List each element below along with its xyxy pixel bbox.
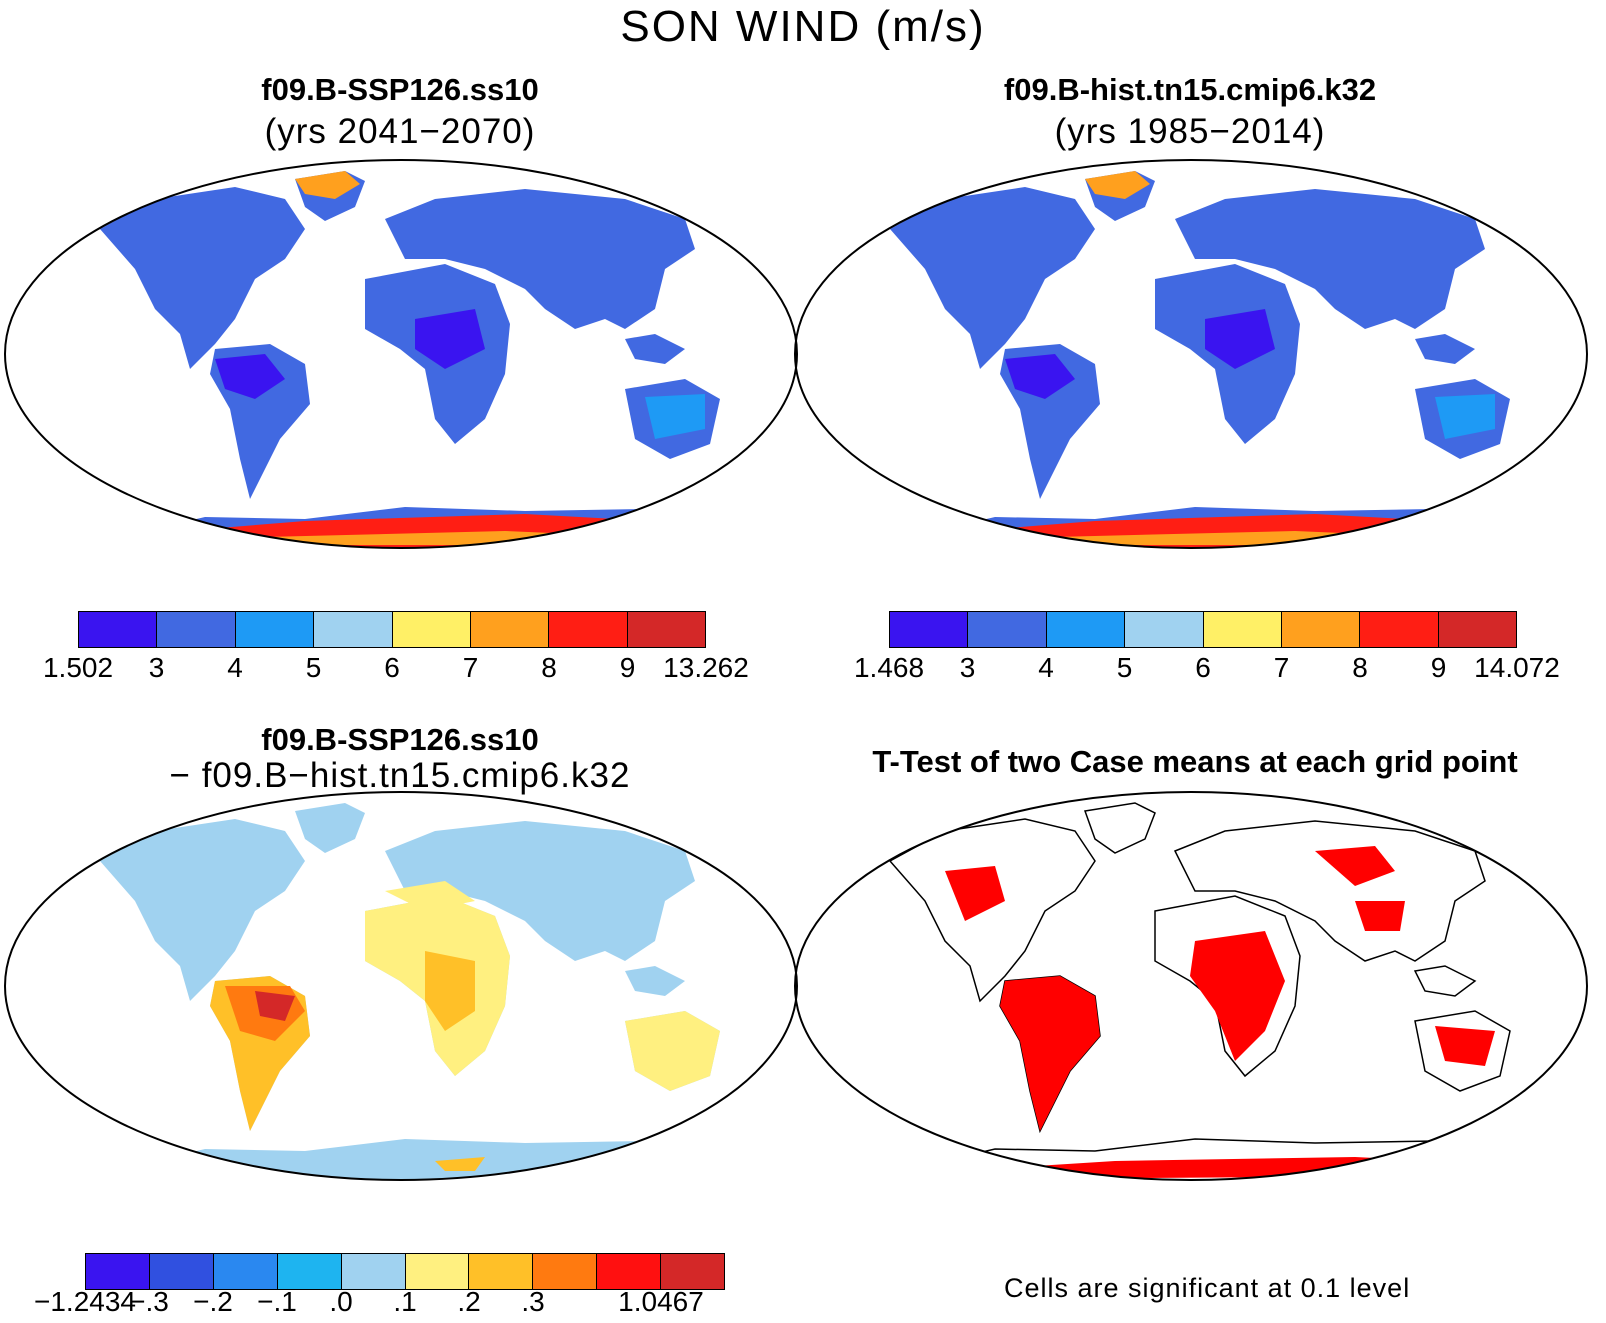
colorbar-labels-top-right: 1.468 3 4 5 6 7 8 9 14.072 bbox=[854, 652, 1560, 686]
colorbar-labels-top-left: 1.502 3 4 5 6 7 8 9 13.262 bbox=[43, 652, 749, 686]
colorbar-tick-label: 8 bbox=[1352, 652, 1368, 683]
colorbar-cell bbox=[149, 1254, 214, 1289]
panel-subtitle-bottom-left: − f09.B−hist.tn15.cmip6.k32 bbox=[169, 756, 631, 795]
colorbar-tick-label: .1 bbox=[393, 1286, 417, 1317]
colorbar-tick-label: 14.072 bbox=[1474, 652, 1560, 683]
colorbar-cell bbox=[86, 1254, 150, 1289]
colorbar-cell bbox=[968, 612, 1047, 647]
map-bottom-right bbox=[794, 791, 1588, 1181]
colorbar-tick-label: 7 bbox=[1273, 652, 1290, 683]
colorbar-cell bbox=[890, 612, 969, 647]
colorbar-cell bbox=[1125, 612, 1204, 647]
colorbar-tick-label: 7 bbox=[462, 652, 479, 683]
colorbar-cell bbox=[392, 612, 471, 647]
colorbar-cell bbox=[1203, 612, 1282, 647]
colorbar-tick-label: 8 bbox=[541, 652, 557, 683]
colorbar-tick-label: 4 bbox=[1038, 652, 1054, 683]
colorbar-top-right bbox=[889, 611, 1517, 648]
colorbar-labels-bottom-left: −1.2434 −.3 −.2 −.1 .0 .1 .2 .3 1.0467 bbox=[34, 1286, 725, 1320]
colorbar-tick-label: 5 bbox=[1116, 652, 1133, 683]
colorbar-cell bbox=[470, 612, 550, 647]
colorbar-tick-label: 1.502 bbox=[42, 652, 114, 683]
map-top-left bbox=[4, 159, 798, 549]
panel-title-top-right: f09.B-hist.tn15.cmip6.k32 bbox=[1003, 72, 1377, 107]
colorbar-cell bbox=[79, 612, 158, 647]
colorbar-cell bbox=[277, 1254, 342, 1289]
colorbar-tick-label: .3 bbox=[521, 1286, 545, 1317]
colorbar-tick-label: 6 bbox=[1195, 652, 1211, 683]
panel-title-bottom-left: f09.B-SSP126.ss10 bbox=[261, 722, 539, 757]
colorbar-tick-label: 9 bbox=[1430, 652, 1447, 683]
colorbar-cell bbox=[213, 1254, 278, 1289]
colorbar-cell bbox=[469, 1254, 534, 1289]
map-top-right bbox=[794, 159, 1588, 549]
colorbar-tick-label: 3 bbox=[959, 652, 976, 683]
panel-subtitle-top-right: (yrs 1985−2014) bbox=[1054, 112, 1326, 151]
colorbar-cell bbox=[533, 1254, 598, 1289]
colorbar-tick-label: 5 bbox=[305, 652, 322, 683]
colorbar-cell bbox=[314, 612, 393, 647]
significance-note: Cells are significant at 0.1 level bbox=[1004, 1273, 1411, 1303]
colorbar-cell bbox=[1438, 612, 1516, 647]
colorbar-tick-label: .0 bbox=[329, 1286, 353, 1317]
colorbar-tick-label: 9 bbox=[619, 652, 636, 683]
colorbar-cell bbox=[157, 612, 236, 647]
colorbar-tick-label: −.2 bbox=[193, 1286, 233, 1317]
colorbar-cell bbox=[405, 1254, 470, 1289]
panel-title-top-left: f09.B-SSP126.ss10 bbox=[261, 72, 539, 107]
colorbar-tick-label: 1.0467 bbox=[618, 1286, 704, 1317]
colorbar-tick-label: 13.262 bbox=[663, 652, 749, 683]
colorbar-top-left bbox=[78, 611, 706, 648]
colorbar-tick-label: 1.468 bbox=[853, 652, 925, 683]
colorbar-tick-label: 6 bbox=[384, 652, 400, 683]
colorbar-tick-label: .2 bbox=[457, 1286, 481, 1317]
colorbar-cell bbox=[597, 1254, 662, 1289]
colorbar-tick-label: −1.2434 bbox=[34, 1286, 136, 1317]
colorbar-cell bbox=[1046, 612, 1126, 647]
colorbar-cell bbox=[661, 1254, 725, 1289]
colorbar-cell bbox=[627, 612, 705, 647]
colorbar-tick-label: 3 bbox=[148, 652, 165, 683]
colorbar-cell bbox=[549, 612, 628, 647]
colorbar-cell bbox=[1281, 612, 1361, 647]
colorbar-bottom-left bbox=[85, 1253, 725, 1290]
colorbar-tick-label: 4 bbox=[227, 652, 243, 683]
colorbar-tick-label: −.3 bbox=[129, 1286, 169, 1317]
colorbar-cell bbox=[1360, 612, 1439, 647]
panel-subtitle-top-left: (yrs 2041−2070) bbox=[264, 112, 536, 151]
panel-title-bottom-right: T-Test of two Case means at each grid po… bbox=[872, 744, 1518, 779]
figure-title: SON WIND (m/s) bbox=[620, 2, 986, 51]
colorbar-cell bbox=[341, 1254, 406, 1289]
colorbar-cell bbox=[235, 612, 315, 647]
map-bottom-left bbox=[4, 791, 798, 1181]
colorbar-tick-label: −.1 bbox=[257, 1286, 297, 1317]
